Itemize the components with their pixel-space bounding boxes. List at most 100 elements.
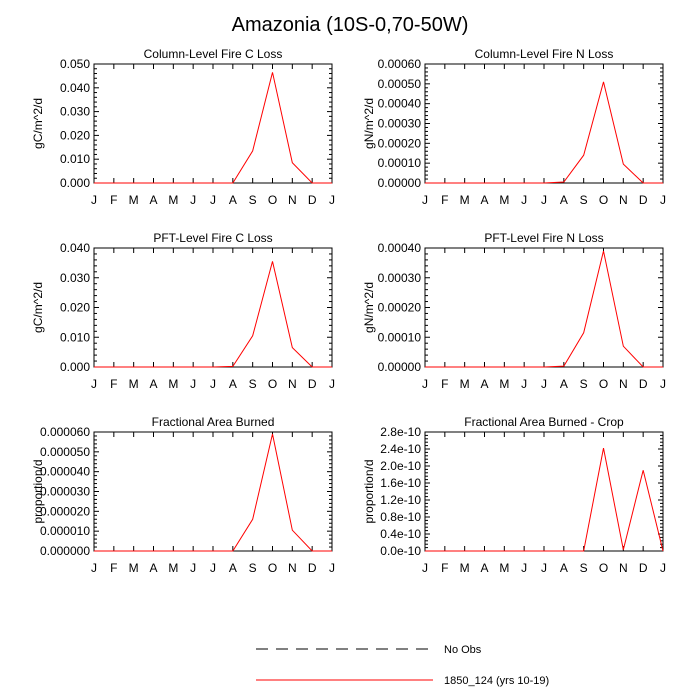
series-line: [94, 72, 332, 184]
x-tick-label: S: [580, 561, 588, 575]
x-tick-label: J: [521, 561, 527, 575]
x-tick-label: J: [521, 193, 527, 207]
x-tick-label: J: [541, 193, 547, 207]
x-tick-label: F: [441, 193, 448, 207]
x-tick-label: J: [329, 193, 335, 207]
y-tick-label: 0.040: [60, 81, 90, 95]
y-tick-label: 0.4e-10: [380, 527, 421, 541]
chart-title: PFT-Level Fire N Loss: [484, 231, 603, 245]
x-tick-label: D: [308, 193, 317, 207]
x-tick-label: J: [91, 377, 97, 391]
y-tick-label: 0.010: [60, 330, 90, 344]
x-tick-label: D: [639, 561, 648, 575]
x-tick-label: F: [110, 193, 117, 207]
chart-1: Column-Level Fire C Loss gC/m^2/d 0.000 0.0…: [31, 47, 335, 207]
x-tick-label: A: [149, 377, 157, 391]
y-axis-label: gN/m^2/d: [362, 282, 376, 333]
x-tick-label: A: [229, 193, 237, 207]
x-tick-label: A: [480, 561, 488, 575]
y-tick-label: 2.8e-10: [380, 425, 421, 439]
x-tick-label: D: [639, 377, 648, 391]
y-tick-label: 0.000: [60, 176, 90, 190]
y-tick-label: 0.040: [60, 241, 90, 255]
y-tick-label: 0.000040: [40, 465, 90, 479]
chart-3: PFT-Level Fire C Loss gC/m^2/d 0.000 0.010 0…: [31, 231, 335, 391]
x-tick-label: A: [149, 193, 157, 207]
y-tick-label: 0.00040: [378, 97, 422, 111]
x-tick-label: N: [619, 377, 628, 391]
y-tick-label: 0.000: [60, 360, 90, 374]
x-tick-label: O: [599, 377, 608, 391]
chart-title: Column-Level Fire N Loss: [475, 47, 614, 61]
y-tick-label: 0.00030: [378, 271, 422, 285]
y-axis-label: proportion/d: [362, 459, 376, 523]
y-tick-label: 0.000050: [40, 445, 90, 459]
x-tick-label: S: [249, 561, 257, 575]
x-tick-label: A: [560, 193, 568, 207]
x-tick-label: J: [210, 561, 216, 575]
x-tick-label: M: [499, 377, 509, 391]
series-line: [425, 250, 663, 368]
y-axis-label: proportion/d: [31, 459, 45, 523]
y-tick-label: 0.030: [60, 271, 90, 285]
x-tick-label: J: [660, 561, 666, 575]
x-tick-label: S: [580, 377, 588, 391]
x-tick-label: A: [480, 193, 488, 207]
chart-4: PFT-Level Fire N Loss gN/m^2/d 0.00000 0.00…: [362, 231, 666, 391]
x-tick-label: J: [190, 193, 196, 207]
chart-2: Column-Level Fire N Loss gN/m^2/d 0.00000 0…: [362, 47, 666, 207]
x-tick-label: F: [441, 377, 448, 391]
x-tick-label: J: [660, 377, 666, 391]
x-tick-label: F: [441, 561, 448, 575]
y-tick-label: 1.6e-10: [380, 476, 421, 490]
series-line: [425, 448, 664, 552]
x-tick-label: S: [249, 377, 257, 391]
y-tick-label: 0.000000: [40, 544, 90, 558]
x-tick-label: O: [599, 561, 608, 575]
x-tick-label: J: [329, 377, 335, 391]
x-tick-label: J: [660, 193, 666, 207]
y-axis-label: gC/m^2/d: [31, 98, 45, 149]
x-tick-label: D: [308, 377, 317, 391]
x-tick-label: M: [129, 193, 139, 207]
y-tick-label: 0.00000: [378, 176, 422, 190]
y-tick-label: 0.050: [60, 57, 90, 71]
y-tick-label: 0.00000: [378, 360, 422, 374]
x-tick-label: M: [460, 377, 470, 391]
x-tick-label: J: [91, 561, 97, 575]
x-tick-label: J: [422, 561, 428, 575]
y-tick-label: 0.020: [60, 301, 90, 315]
series-line: [94, 261, 332, 368]
x-tick-label: J: [190, 377, 196, 391]
y-tick-label: 0.000060: [40, 425, 90, 439]
chart-title: Column-Level Fire C Loss: [144, 47, 283, 61]
x-tick-label: M: [129, 561, 139, 575]
x-tick-label: O: [599, 193, 608, 207]
x-tick-label: D: [308, 561, 317, 575]
x-tick-label: A: [480, 377, 488, 391]
y-tick-label: 0.000030: [40, 485, 90, 499]
y-axis-label: gN/m^2/d: [362, 98, 376, 149]
x-tick-label: J: [210, 193, 216, 207]
x-tick-label: F: [110, 561, 117, 575]
x-tick-label: J: [190, 561, 196, 575]
x-tick-label: M: [129, 377, 139, 391]
chart-title: Fractional Area Burned: [152, 415, 275, 429]
x-tick-label: M: [168, 193, 178, 207]
y-tick-label: 0.00010: [378, 156, 422, 170]
x-tick-label: J: [91, 193, 97, 207]
y-tick-label: 0.00040: [378, 241, 422, 255]
x-tick-label: A: [229, 377, 237, 391]
y-tick-label: 2.4e-10: [380, 442, 421, 456]
y-tick-label: 0.00020: [378, 301, 422, 315]
x-tick-label: S: [580, 193, 588, 207]
y-tick-label: 0.8e-10: [380, 510, 421, 524]
x-tick-label: S: [249, 193, 257, 207]
chart-title: Fractional Area Burned - Crop: [464, 415, 624, 429]
series-line: [94, 433, 332, 552]
y-tick-label: 0.0e-10: [380, 544, 421, 558]
x-tick-label: J: [210, 377, 216, 391]
y-tick-label: 0.00020: [378, 136, 422, 150]
